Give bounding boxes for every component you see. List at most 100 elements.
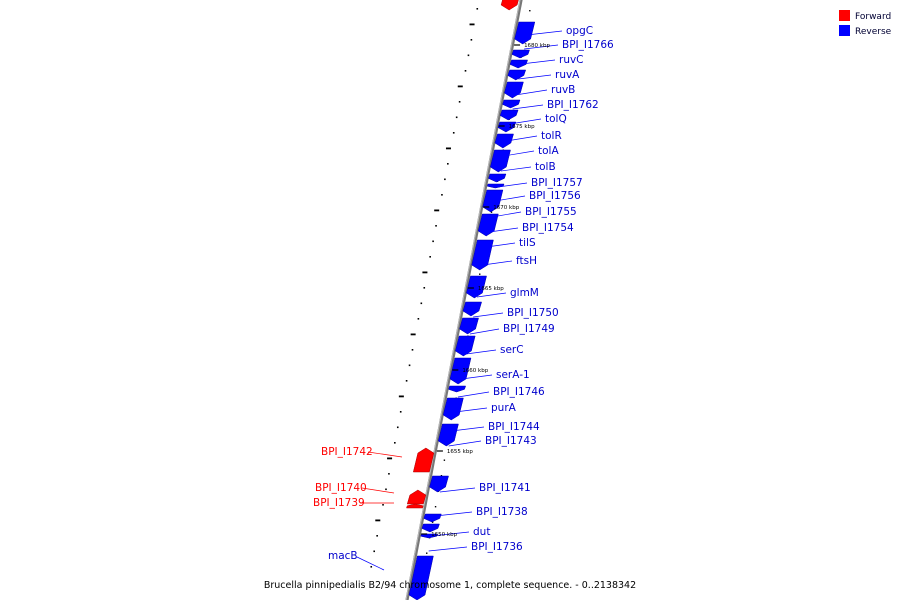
tick-mark [434, 506, 437, 508]
tick-mark [435, 225, 437, 227]
label-leader-line [473, 312, 504, 318]
gene-label-tola: tolA [538, 145, 559, 157]
tick-mark [408, 364, 411, 367]
tick-mark [447, 163, 449, 165]
label-leader-line [455, 407, 488, 413]
tick-mark [464, 70, 467, 72]
gene-label-bpi_i1762: BPI_I1762 [547, 99, 599, 111]
tick-mark [469, 23, 475, 26]
gene-label-bpi_i1741: BPI_I1741 [479, 482, 531, 494]
tick-mark [410, 333, 416, 336]
gene-label-bpi_i1755: BPI_I1755 [525, 206, 577, 218]
reverse-gene-block [466, 275, 487, 299]
reverse-gene-block [502, 99, 521, 109]
tick-mark [388, 473, 390, 475]
reverse-gene-block [471, 239, 494, 271]
label-leader-line [521, 59, 556, 65]
gene-label-bpi_i1746: BPI_I1746 [493, 386, 545, 398]
legend: Forward Reverse [839, 10, 892, 37]
reverse-gene-block [459, 317, 479, 335]
tick-mark [467, 54, 470, 57]
tick-mark [476, 8, 479, 10]
tick-mark [431, 521, 434, 523]
gene-label-dut: dut [473, 526, 490, 538]
forward-gene-block [406, 503, 424, 509]
label-leader-line [361, 487, 395, 494]
map-caption: Brucella pinnipedialis B2/94 chromosome … [264, 580, 636, 591]
tick-mark [423, 287, 426, 289]
gene-label-ruva: ruvA [555, 69, 580, 81]
label-leader-line [506, 135, 538, 142]
label-leader-line [524, 44, 559, 50]
tick-mark [426, 552, 428, 554]
gene-label-glmm: glmM [510, 287, 539, 299]
tick-mark [470, 39, 473, 41]
label-leader-line [509, 118, 542, 125]
gene-label-tils: tilS [519, 237, 536, 249]
label-leaders [356, 30, 563, 571]
gene-label-bpi_i1738: BPI_I1738 [476, 506, 528, 518]
tick-mark [479, 273, 481, 275]
gene-label-bpi_i1750: BPI_I1750 [507, 307, 559, 319]
backbone-highlight [405, 0, 521, 600]
label-leader-line [457, 391, 490, 398]
scale-label: 1650 kbp [431, 532, 457, 538]
tick-mark [405, 380, 408, 382]
reverse-gene-block [497, 121, 517, 133]
legend-reverse-label: Reverse [855, 27, 892, 37]
tick-mark [443, 459, 446, 461]
tick-mark [490, 211, 493, 213]
reverse-gene-block [408, 555, 434, 600]
reverse-gene-block [507, 69, 527, 81]
tick-mark [455, 116, 458, 119]
label-leader-line [428, 546, 468, 552]
gene-label-bpi_i1754: BPI_I1754 [522, 222, 574, 234]
reverse-gene-block [449, 357, 472, 385]
label-leader-line [448, 440, 482, 447]
gene-label-bpi_i1739: BPI_I1739 [313, 497, 365, 509]
label-leader-line [489, 227, 519, 233]
tick-mark [429, 256, 431, 258]
tick-mark [411, 349, 414, 351]
tick-mark [445, 147, 451, 150]
scale-label: 1665 kbp [478, 286, 504, 292]
scale-label: 1675 kbp [509, 124, 535, 130]
tick-mark [387, 457, 393, 460]
tick-mark [375, 519, 381, 522]
label-leader-line [503, 150, 535, 157]
label-leader-line [435, 511, 473, 517]
scale-labels: 1680 kbp 1675 kbp 1670 kbp 1665 kbp 1660 kbp… [421, 43, 550, 538]
gene-label-bpi_i1766: BPI_I1766 [562, 39, 614, 51]
reverse-gene-block [477, 213, 499, 237]
label-leader-line [451, 426, 485, 432]
gene-label-tolr: tolR [541, 130, 562, 142]
reverse-gene-block [437, 423, 459, 447]
gene-label-serc: serC [500, 344, 524, 356]
label-leader-line [495, 195, 526, 202]
gene-label-bpi_i1749: BPI_I1749 [503, 323, 555, 335]
reverse-gene-block [504, 81, 524, 99]
tick-mark [396, 426, 399, 429]
gene-label-bpi_i1757: BPI_I1757 [531, 177, 583, 189]
tick-mark [457, 85, 463, 88]
forward-gene-block [500, 0, 519, 11]
label-leader-line [466, 349, 497, 355]
tick-mark [382, 504, 384, 506]
tick-mark [441, 194, 443, 196]
label-leader-line [439, 487, 476, 493]
reverse-gene-block [486, 183, 505, 189]
reverse-gene-block [420, 533, 438, 539]
label-leader-line [500, 166, 532, 172]
reverse-gene-block [423, 513, 442, 523]
tick-mark [417, 318, 420, 320]
reverse-gene-block [421, 523, 440, 533]
reverse-gene-block [494, 133, 514, 149]
tick-mark [385, 488, 387, 491]
forward-gene-block [413, 447, 435, 473]
gene-label-bpi_i1736: BPI_I1736 [471, 541, 523, 553]
reverse-gene-block [499, 109, 519, 121]
label-leader-line [367, 451, 403, 458]
gene-label-pura: purA [491, 402, 517, 414]
tick-mark [529, 10, 531, 12]
